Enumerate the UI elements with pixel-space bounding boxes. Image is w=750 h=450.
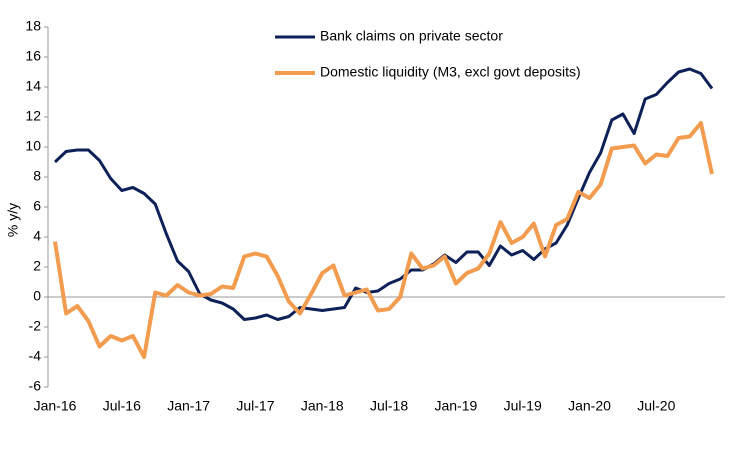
y-tick-label: 0 [33,288,41,304]
y-tick-label: 12 [25,108,41,124]
y-tick-label: 16 [25,48,41,64]
x-tick-label: Jul-20 [637,398,675,414]
x-tick-label: Jul-16 [103,398,141,414]
y-axis-label: % y/y [5,203,21,237]
y-tick-label: 14 [25,78,41,94]
x-tick-label: Jan-18 [301,398,344,414]
y-tick-label: 2 [33,258,41,274]
x-tick-label: Jan-19 [434,398,477,414]
series-line [53,67,714,321]
y-tick-label: 6 [33,198,41,214]
legend-label: Bank claims on private sector [320,28,503,44]
y-tick-label: -6 [29,378,42,394]
y-tick-label: 8 [33,168,41,184]
y-tick-label: -2 [29,318,42,334]
x-tick-label: Jul-17 [236,398,274,414]
legend-label: Domestic liquidity (M3, excl govt deposi… [320,64,581,80]
y-tick-label: 10 [25,138,41,154]
y-tick-label: 18 [25,18,41,34]
y-tick-label: -4 [29,348,42,364]
x-tick-label: Jul-18 [370,398,408,414]
series-line [53,121,714,359]
x-tick-label: Jan-20 [568,398,611,414]
x-tick-label: Jul-19 [504,398,542,414]
y-tick-label: 4 [33,228,41,244]
x-tick-label: Jan-17 [167,398,210,414]
x-tick-label: Jan-16 [34,398,77,414]
